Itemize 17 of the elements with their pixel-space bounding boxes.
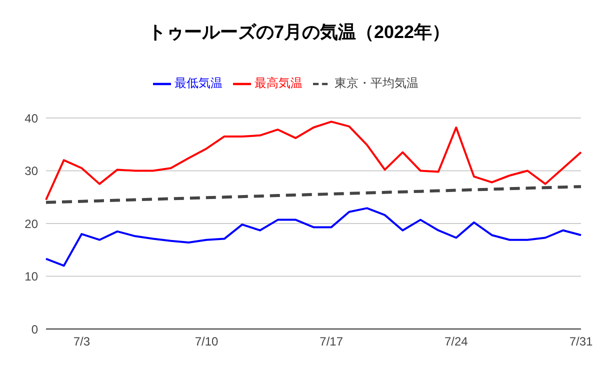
- x-tick-label: 7/31: [569, 334, 593, 349]
- y-tick-label: 40: [24, 111, 38, 126]
- y-tick-label: 20: [24, 216, 38, 231]
- legend-label: 最低気温: [174, 76, 222, 90]
- line-series: [45, 120, 582, 201]
- legend-label: 最高気温: [254, 76, 302, 90]
- x-tick-label: 7/17: [320, 334, 344, 349]
- x-tick-label: 7/24: [444, 334, 468, 349]
- y-tick-label: 0: [31, 322, 38, 336]
- legend-label: 東京・平均気温: [334, 76, 418, 90]
- y-tick-label: 30: [24, 164, 38, 178]
- line-series: [44, 185, 582, 204]
- x-tick-label: 7/3: [73, 334, 90, 349]
- line-series: [45, 207, 582, 267]
- chart-title: トゥールーズの7月の気温（2022年）: [148, 21, 450, 44]
- x-tick-label: 7/10: [194, 334, 218, 349]
- y-tick-label: 10: [24, 270, 38, 284]
